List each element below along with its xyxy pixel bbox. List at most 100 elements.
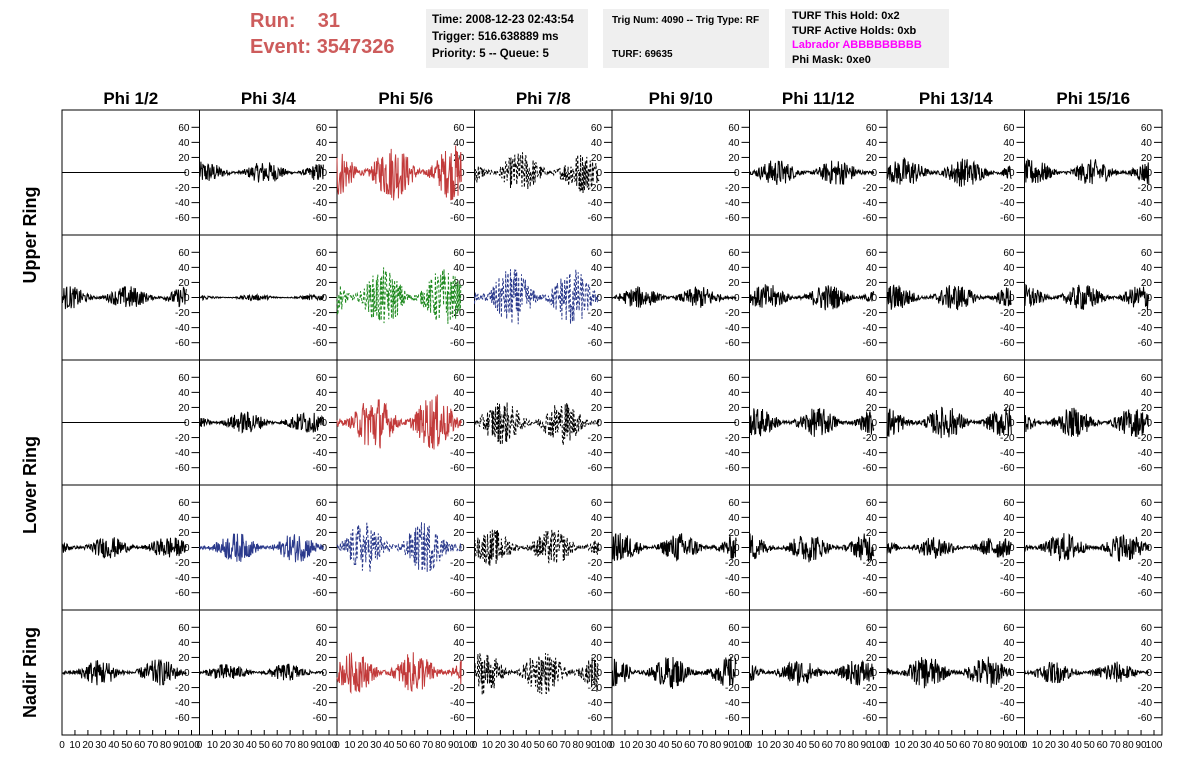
- y-tick-label: 0: [871, 293, 877, 304]
- y-tick-label: 0: [734, 418, 740, 429]
- y-tick-label: -40: [588, 698, 603, 709]
- x-tick-label: 60: [547, 740, 559, 751]
- y-tick-label: 60: [1141, 623, 1153, 634]
- waveform-trace: [749, 659, 875, 686]
- y-tick-label: 20: [866, 528, 878, 539]
- x-tick-label: 90: [1135, 740, 1147, 751]
- y-tick-label: 60: [866, 123, 878, 134]
- y-tick-label: -40: [1000, 573, 1015, 584]
- y-tick-label: -40: [863, 448, 878, 459]
- y-tick-label: 0: [1009, 543, 1015, 554]
- y-tick-label: -40: [1138, 448, 1153, 459]
- y-tick-label: -40: [1000, 698, 1015, 709]
- y-tick-label: 60: [316, 248, 328, 259]
- x-tick-label: 10: [69, 740, 81, 751]
- x-tick-label: 30: [783, 740, 795, 751]
- y-tick-label: 20: [866, 653, 878, 664]
- trig-info-box: Trig Num: 4090 -- Trig Type: RF TURF: 69…: [603, 9, 769, 68]
- x-tick-label: 50: [809, 740, 821, 751]
- y-tick-label: -60: [725, 588, 740, 599]
- y-tick-label: 60: [866, 623, 878, 634]
- y-tick-label: -60: [725, 713, 740, 724]
- trigger-text: Trigger: 516.638889 ms: [432, 31, 559, 43]
- y-tick-label: -40: [1138, 323, 1153, 334]
- y-tick-label: -60: [1138, 213, 1153, 224]
- y-tick-label: -40: [175, 573, 190, 584]
- waveform-trace: [1024, 158, 1150, 185]
- waveform-trace: [1024, 533, 1150, 562]
- y-tick-label: -20: [450, 558, 465, 569]
- y-tick-label: 60: [1003, 248, 1015, 259]
- ring-title: Upper Ring: [20, 187, 40, 284]
- waveform-panel: -60 -40 -20 0 20 40 60: [336, 484, 475, 611]
- waveform-trace: [61, 286, 187, 310]
- waveform-panel: -60 -40 -20 0 20 40 60: [749, 109, 888, 236]
- y-tick-label: 20: [1141, 153, 1153, 164]
- y-tick-label: 60: [728, 123, 740, 134]
- y-tick-label: 40: [1003, 388, 1015, 399]
- y-tick-label: 20: [178, 528, 190, 539]
- y-tick-label: -40: [175, 448, 190, 459]
- y-tick-label: 40: [1141, 263, 1153, 274]
- x-tick-label: 40: [108, 740, 120, 751]
- y-tick-label: -60: [725, 213, 740, 224]
- y-tick-label: -40: [313, 573, 328, 584]
- y-tick-label: 20: [1003, 278, 1015, 289]
- run-label: Run:: [250, 10, 296, 32]
- y-tick-label: 0: [1009, 668, 1015, 679]
- y-tick-label: -20: [175, 683, 190, 694]
- y-tick-label: -20: [725, 558, 740, 569]
- y-tick-label: 60: [1141, 248, 1153, 259]
- y-tick-label: -40: [313, 448, 328, 459]
- x-tick-label: 80: [710, 740, 722, 751]
- y-tick-label: 60: [728, 248, 740, 259]
- y-tick-label: 20: [453, 278, 465, 289]
- waveform-panel: -60 -40 -20 0 20 40 60: [886, 609, 1025, 736]
- y-tick-label: 60: [178, 498, 190, 509]
- waveform-trace: [474, 529, 600, 566]
- y-tick-label: 20: [728, 153, 740, 164]
- y-tick-label: -20: [1138, 558, 1153, 569]
- y-tick-label: 60: [728, 623, 740, 634]
- y-tick-label: 60: [453, 623, 465, 634]
- x-tick-label: 80: [160, 740, 172, 751]
- y-tick-label: 0: [1146, 418, 1152, 429]
- y-tick-label: -60: [588, 213, 603, 224]
- y-tick-label: 60: [591, 498, 603, 509]
- y-tick-label: 0: [734, 168, 740, 179]
- x-tick-label: 80: [298, 740, 310, 751]
- y-tick-label: 40: [1141, 513, 1153, 524]
- column-title: Phi 5/6: [378, 89, 433, 108]
- x-tick-label: 100: [1008, 740, 1025, 751]
- y-tick-label: -20: [1000, 433, 1015, 444]
- waveform-trace: [749, 284, 875, 311]
- y-tick-label: 0: [459, 668, 465, 679]
- y-tick-label: -20: [175, 433, 190, 444]
- y-tick-label: 40: [866, 138, 878, 149]
- y-tick-label: -60: [313, 713, 328, 724]
- x-tick-label: 50: [396, 740, 408, 751]
- y-tick-label: 40: [453, 513, 465, 524]
- y-tick-label: 0: [184, 418, 190, 429]
- y-tick-label: 40: [728, 138, 740, 149]
- y-tick-label: 0: [459, 418, 465, 429]
- y-tick-label: 0: [1146, 168, 1152, 179]
- y-tick-label: -20: [588, 183, 603, 194]
- y-tick-label: 20: [178, 403, 190, 414]
- y-tick-label: -40: [725, 573, 740, 584]
- y-tick-label: 20: [1141, 528, 1153, 539]
- x-tick-label: 80: [573, 740, 585, 751]
- column-title: Phi 7/8: [516, 89, 571, 108]
- y-tick-label: 60: [728, 498, 740, 509]
- y-tick-label: 60: [866, 373, 878, 384]
- ring-title: Nadir Ring: [20, 627, 40, 718]
- y-tick-label: -60: [450, 213, 465, 224]
- y-tick-label: -60: [1138, 713, 1153, 724]
- y-tick-label: 20: [728, 653, 740, 664]
- y-tick-label: 60: [178, 248, 190, 259]
- y-tick-label: 0: [734, 543, 740, 554]
- x-tick-label: 90: [173, 740, 185, 751]
- y-tick-label: -40: [725, 198, 740, 209]
- y-tick-label: 0: [321, 668, 327, 679]
- y-tick-label: -60: [1138, 338, 1153, 349]
